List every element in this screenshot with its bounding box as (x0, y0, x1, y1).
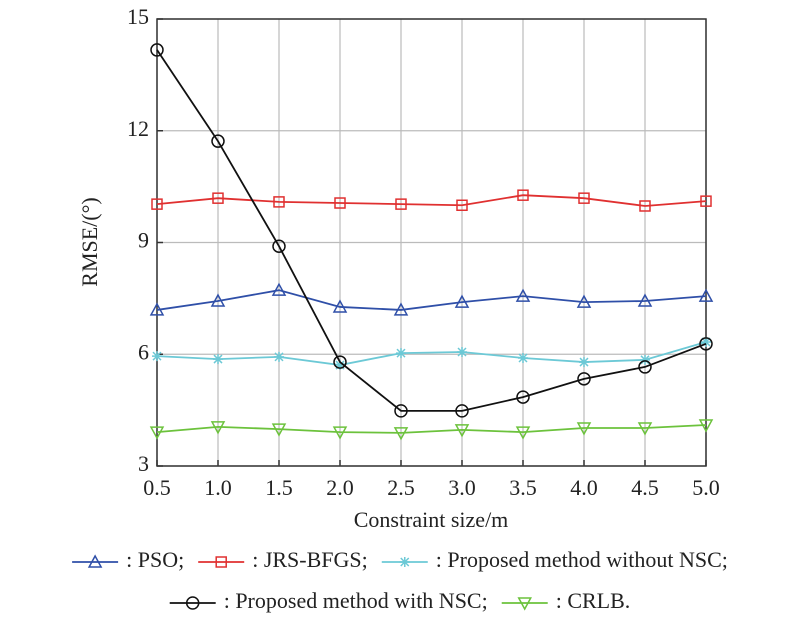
plot-frame (156, 18, 707, 467)
legend-marker (87, 554, 103, 568)
point-marker (211, 134, 225, 148)
point-marker (334, 197, 346, 209)
series-line (156, 49, 707, 412)
point-marker (272, 239, 286, 253)
point-marker (698, 288, 714, 302)
x-tick-label: 1.5 (265, 475, 293, 500)
legend-marker (185, 596, 200, 610)
legend-item: : PSO; (72, 547, 184, 572)
point-marker (457, 347, 467, 358)
legend-item: : Proposed method with NSC; (169, 588, 488, 613)
y-tick-label: 15 (127, 4, 149, 29)
point-marker (149, 302, 165, 316)
point-marker (637, 293, 653, 307)
y-tick-label: 12 (127, 116, 149, 141)
legend-marker (215, 556, 227, 568)
point-marker (271, 423, 287, 437)
point-marker (212, 192, 224, 204)
point-marker (393, 427, 409, 441)
point-marker (335, 360, 345, 371)
x-tick-label: 0.5 (143, 475, 171, 500)
point-marker (577, 372, 591, 386)
point-marker (638, 360, 652, 374)
point-marker (274, 351, 284, 362)
point-marker (454, 294, 470, 308)
x-tick-label: 2.5 (387, 475, 415, 500)
point-marker (213, 354, 223, 365)
x-tick-label: 3.0 (448, 475, 476, 500)
point-marker (700, 195, 712, 207)
point-marker (516, 390, 530, 404)
point-marker (394, 404, 408, 418)
legend-label: : Proposed method with NSC; (224, 588, 488, 613)
legend-marker (399, 557, 410, 567)
point-marker (640, 354, 650, 365)
point-marker (210, 293, 226, 307)
point-marker (517, 189, 529, 201)
point-marker (332, 426, 348, 440)
point-marker (637, 422, 653, 436)
point-marker (699, 337, 713, 351)
point-marker (210, 421, 226, 435)
point-marker (152, 351, 162, 362)
y-tick-label: 6 (138, 339, 149, 364)
point-marker (515, 288, 531, 302)
point-marker (393, 302, 409, 316)
y-tick-label: 3 (138, 451, 149, 476)
legend-label: : JRS-BFGS; (252, 547, 368, 572)
point-marker (395, 198, 407, 210)
legend-item: : CRLB. (501, 588, 631, 613)
legend-row: : Proposed method with NSC; : CRLB. (169, 588, 631, 613)
point-marker (151, 198, 163, 210)
x-tick-label: 2.0 (326, 475, 354, 500)
legend-label: : PSO; (126, 547, 184, 572)
x-tick-label: 4.0 (570, 475, 598, 500)
point-marker (332, 299, 348, 313)
point-marker (150, 43, 164, 57)
x-tick-label: 1.0 (204, 475, 232, 500)
series-line (156, 341, 707, 366)
point-marker (576, 294, 592, 308)
series-line (156, 424, 707, 434)
point-marker (396, 348, 406, 359)
point-marker (579, 357, 589, 368)
y-axis-label: RMSE/(°) (77, 197, 102, 286)
point-marker (273, 196, 285, 208)
point-marker (701, 336, 711, 347)
point-marker (271, 282, 287, 296)
legend-marker (517, 597, 532, 611)
point-marker (698, 419, 714, 433)
x-tick-label: 3.5 (509, 475, 537, 500)
legend-label: : Proposed method without NSC; (436, 547, 728, 572)
point-marker (149, 426, 165, 440)
point-marker (455, 404, 469, 418)
x-tick-label: 4.5 (631, 475, 659, 500)
legend-label: : CRLB. (556, 588, 631, 613)
y-tick-label: 9 (138, 228, 149, 253)
point-marker (576, 422, 592, 436)
series-line (156, 289, 707, 311)
point-marker (454, 424, 470, 438)
point-marker (639, 200, 651, 212)
series-line (156, 194, 707, 207)
point-marker (456, 199, 468, 211)
point-marker (578, 192, 590, 204)
point-marker (515, 426, 531, 440)
x-axis-label: Constraint size/m (354, 507, 509, 532)
legend-item: : JRS-BFGS; (198, 547, 368, 572)
legend-item: : Proposed method without NSC; (381, 547, 728, 572)
point-marker (518, 352, 528, 363)
legend-row: : PSO; : JRS-BFGS; : Proposed method witho… (72, 547, 728, 572)
x-tick-label: 5.0 (692, 475, 720, 500)
point-marker (333, 355, 347, 369)
